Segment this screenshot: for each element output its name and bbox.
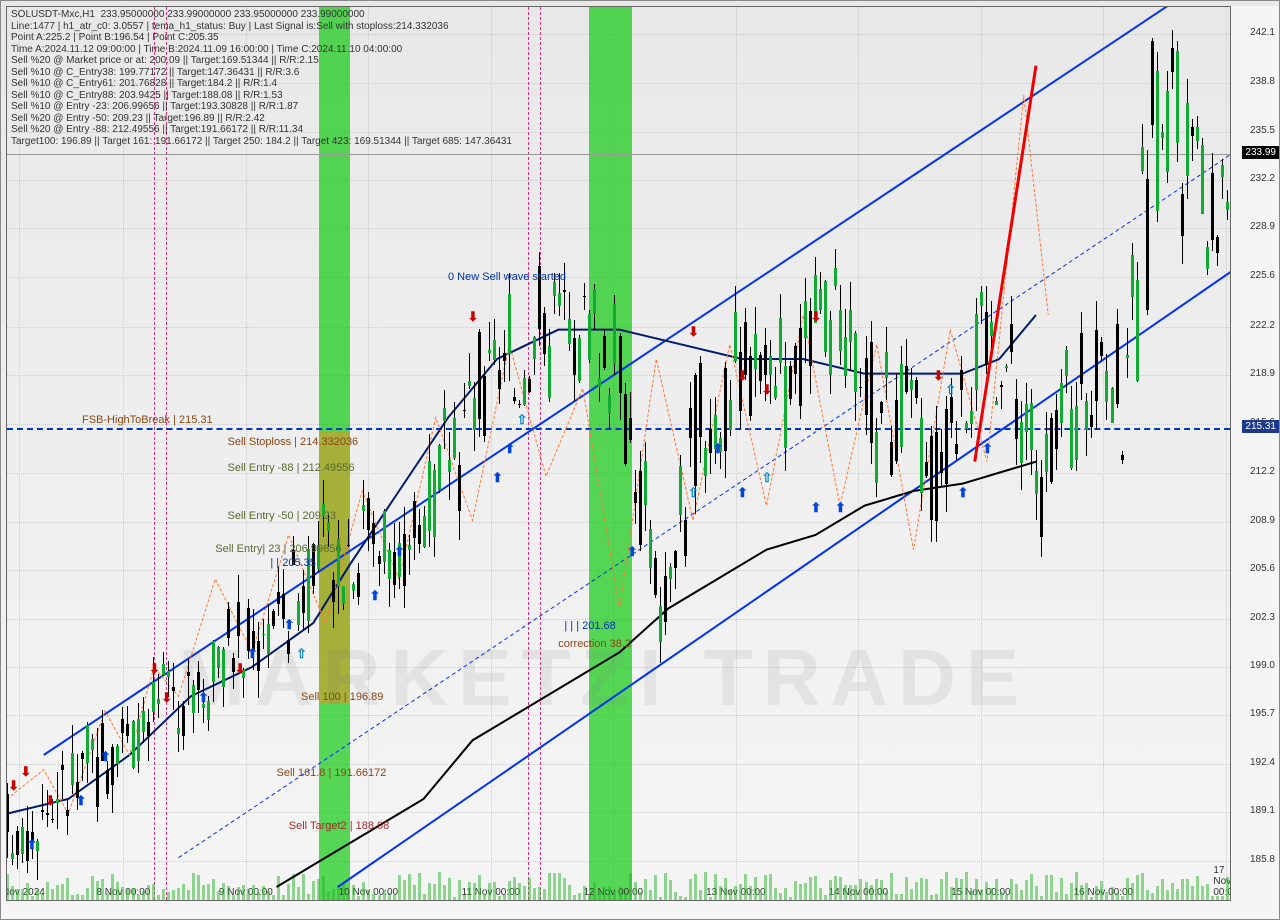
indicator-info-block: SOLUSDT-Mxc,H1 233.95000000 233.99000000…	[11, 9, 512, 147]
chart-window: MARKETZI TRADE ⬆⬆⬆⬆⬆⬆⬆⬆⬆⬆⬆⬆⬆⬆⬆	[0, 0, 1280, 920]
fsb-price-box: 215.31	[1242, 420, 1279, 433]
current-price-box: 233.99	[1242, 146, 1279, 159]
y-axis: 242.1238.8235.5232.2228.9225.6222.2218.9…	[1231, 6, 1279, 901]
moving-average-navy	[7, 315, 1036, 814]
moving-average-black	[277, 462, 1037, 887]
channel-middle	[179, 154, 1232, 858]
plot-area[interactable]: MARKETZI TRADE ⬆⬆⬆⬆⬆⬆⬆⬆⬆⬆⬆⬆⬆⬆⬆	[6, 6, 1231, 901]
fsb-label: FSB-HighToBreak | 215.31	[82, 414, 213, 426]
